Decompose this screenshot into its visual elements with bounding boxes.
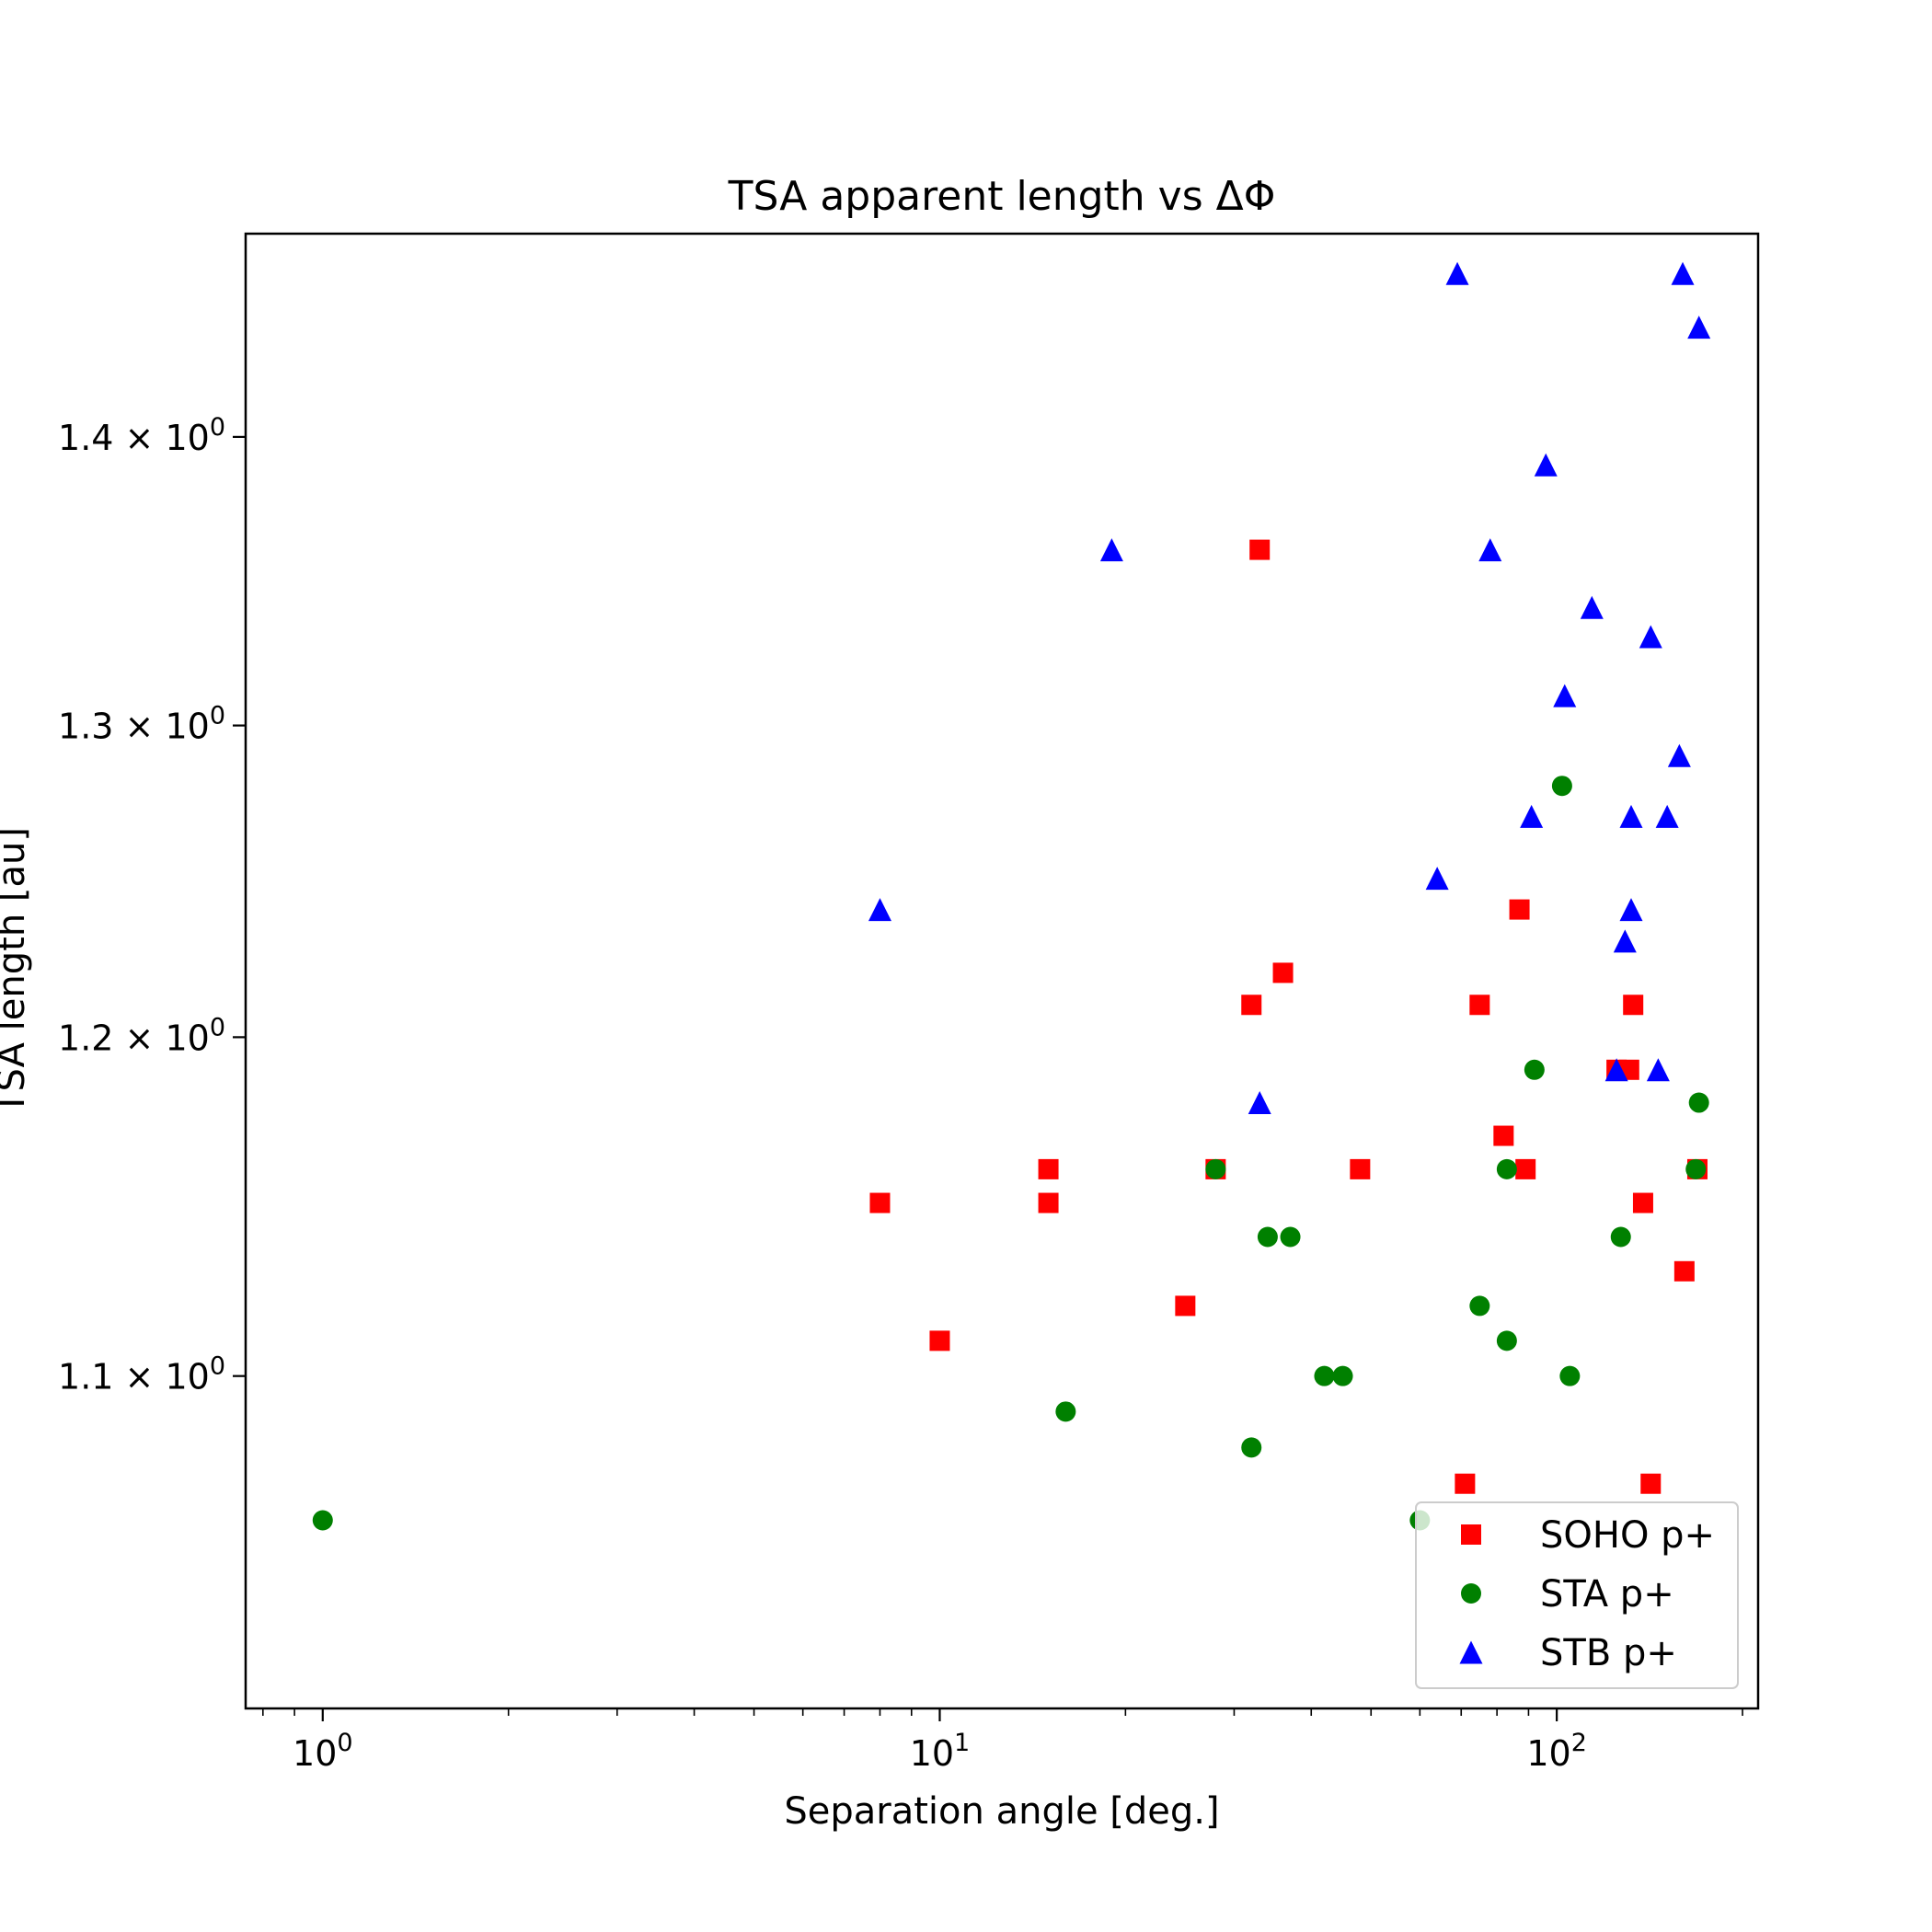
- y-tick-label: 1.4 × 100: [58, 413, 225, 458]
- data-point: [1534, 453, 1558, 477]
- data-point: [1667, 743, 1691, 767]
- data-point: [1604, 1058, 1628, 1082]
- data-point: [1646, 1058, 1670, 1082]
- data-point: [1280, 1226, 1301, 1248]
- y-tick-label: 1.3 × 100: [58, 702, 225, 747]
- y-tick-label: 1.2 × 100: [58, 1013, 225, 1058]
- data-point: [1688, 1092, 1709, 1113]
- data-point: [1515, 1158, 1536, 1179]
- data-point: [1610, 1226, 1631, 1248]
- data-point: [1640, 1473, 1662, 1494]
- data-point: [1685, 1158, 1707, 1179]
- legend-label: SOHO p+: [1540, 1514, 1715, 1557]
- data-point: [1493, 1125, 1514, 1146]
- data-point: [1248, 1091, 1271, 1115]
- data-point: [1241, 995, 1262, 1016]
- data-point: [1445, 261, 1469, 285]
- x-tick-label: 101: [910, 1729, 971, 1774]
- data-point: [1249, 539, 1271, 560]
- data-point: [1099, 538, 1123, 562]
- axis-ticks: 100 101 102 1.1 × 100 1.2 × 100 1.3 × 100 1.4 …: [58, 413, 1743, 1774]
- data-point: [1687, 316, 1711, 339]
- x-tick-label: 100: [293, 1729, 353, 1774]
- legend-box: [1415, 1501, 1739, 1689]
- data-point: [1496, 1158, 1517, 1179]
- data-point: [1038, 1192, 1059, 1213]
- data-point: [1478, 538, 1502, 562]
- data-point: [1314, 1365, 1335, 1386]
- data-point: [1671, 261, 1695, 285]
- data-point: [1639, 625, 1662, 649]
- data-point: [1257, 1226, 1278, 1248]
- legend-label: STB p+: [1540, 1632, 1677, 1674]
- y-tick-label: 1.1 × 100: [58, 1352, 225, 1397]
- data-point: [1455, 1473, 1476, 1494]
- legend-marker: [1461, 1583, 1481, 1604]
- series-triangle: [868, 261, 1711, 1115]
- x-tick-label: 102: [1526, 1729, 1587, 1774]
- data-point: [1272, 962, 1294, 983]
- data-point: [1619, 898, 1643, 922]
- data-point: [1332, 1365, 1353, 1386]
- data-point: [1469, 995, 1490, 1016]
- data-point: [1623, 995, 1644, 1016]
- legend: SOHO p+ STA p+ STB p+: [1415, 1501, 1739, 1689]
- chart-title: TSA apparent length vs ΔΦ: [728, 173, 1276, 220]
- data-point: [1520, 804, 1544, 828]
- data-point: [1205, 1158, 1226, 1179]
- plot-area: [244, 232, 1760, 1710]
- data-point: [312, 1510, 333, 1531]
- data-point: [1613, 929, 1637, 953]
- data-point: [1559, 1365, 1581, 1386]
- data-point: [1469, 1295, 1490, 1317]
- data-point: [1175, 1295, 1196, 1317]
- data-point: [1632, 1192, 1653, 1213]
- data-point: [1350, 1158, 1371, 1179]
- data-point: [1553, 684, 1577, 707]
- data-point: [1496, 1330, 1517, 1351]
- data-point: [1619, 804, 1643, 828]
- data-point: [1655, 804, 1679, 828]
- legend-marker: [1461, 1524, 1481, 1545]
- legend-marker: [1459, 1640, 1483, 1664]
- data-point: [1055, 1401, 1076, 1422]
- data-point: [869, 1192, 891, 1213]
- data-point: [1425, 867, 1449, 891]
- data-point: [868, 898, 891, 922]
- data-point: [1524, 1059, 1545, 1080]
- data-point: [1551, 776, 1572, 797]
- x-axis-label: Separation angle [deg.]: [784, 1790, 1219, 1833]
- data-point: [1673, 1260, 1695, 1282]
- y-axis-label: TSA length [au]: [0, 827, 33, 1115]
- data-point: [1509, 899, 1530, 920]
- data-point: [1241, 1437, 1262, 1458]
- legend-label: STA p+: [1540, 1573, 1674, 1616]
- data-point: [1038, 1158, 1059, 1179]
- data-point: [929, 1330, 950, 1351]
- data-point: [1580, 595, 1604, 619]
